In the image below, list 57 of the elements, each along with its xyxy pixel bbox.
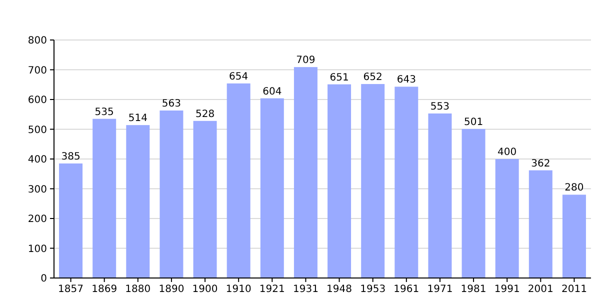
x-tick-label: 1948 [326, 284, 352, 295]
data-label: 385 [61, 151, 80, 162]
data-label: 563 [162, 98, 182, 110]
y-tick-label: 600 [28, 95, 47, 106]
x-tick-label: 1991 [494, 284, 520, 295]
bar [562, 194, 586, 278]
data-label: 400 [498, 147, 517, 158]
x-tick-label: 1953 [360, 284, 386, 295]
bar [462, 128, 486, 278]
y-tick-label: 300 [28, 184, 47, 196]
data-label: 514 [128, 113, 148, 124]
y-tick-label: 500 [28, 124, 47, 136]
x-tick-label: 1857 [58, 284, 84, 295]
x-tick-label: 2011 [561, 284, 587, 295]
x-tick-label: 1900 [192, 284, 218, 295]
x-tick-label: 1981 [460, 284, 486, 295]
data-label: 651 [330, 72, 349, 84]
y-tick-label: 800 [28, 36, 47, 46]
x-tick-label: 1971 [427, 284, 453, 295]
bar [226, 83, 250, 278]
x-tick-label: 1921 [259, 284, 285, 295]
x-tick-label: 2001 [528, 284, 554, 295]
x-tick-label: 1961 [394, 284, 420, 295]
data-label: 501 [464, 116, 484, 128]
y-tick-label: 0 [40, 274, 47, 284]
data-label: 709 [296, 55, 316, 66]
data-label: 362 [531, 158, 550, 170]
y-tick-label: 200 [28, 214, 47, 225]
bar [528, 170, 552, 278]
data-label: 643 [396, 74, 416, 86]
bar [328, 84, 352, 278]
bar [495, 159, 519, 278]
data-label: 535 [94, 106, 114, 118]
bar [126, 125, 150, 278]
y-tick-label: 400 [28, 154, 47, 166]
data-label: 528 [195, 108, 215, 120]
bar [59, 163, 83, 278]
data-label: 654 [229, 71, 248, 82]
bar [361, 84, 385, 278]
data-label: 280 [564, 182, 584, 194]
x-tick-label: 1931 [292, 284, 318, 295]
bar [160, 110, 184, 278]
bar [260, 98, 284, 278]
y-tick-label: 700 [28, 65, 47, 76]
data-label: 553 [430, 101, 450, 112]
x-tick-label: 1869 [92, 284, 118, 295]
bar [193, 120, 217, 278]
data-label: 604 [262, 86, 282, 98]
bar [394, 86, 418, 278]
bar [294, 67, 318, 278]
x-tick-label: 1890 [158, 284, 184, 295]
x-tick-label: 1880 [125, 284, 151, 295]
data-label: 652 [363, 72, 382, 84]
bar [428, 113, 452, 278]
bar [92, 118, 116, 278]
y-tick-label: 100 [28, 244, 47, 255]
x-tick-label: 1910 [226, 284, 252, 295]
